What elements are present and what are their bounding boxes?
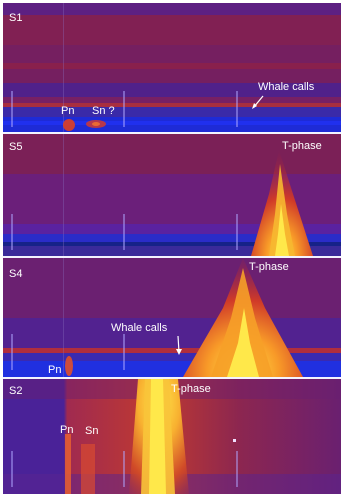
station-label-s4: S4	[9, 268, 23, 280]
spectrogram-panel-s5: S5 T-phase	[3, 134, 341, 256]
spectrogram-s5-image	[3, 134, 341, 256]
annotation-t-phase-s2: T-phase	[171, 383, 211, 395]
annotation-whale-calls-s4: Whale calls	[111, 322, 168, 334]
spectrogram-panel-s4: S4 T-phase Whale calls Pn	[3, 258, 341, 377]
spectrogram-panel-s1: S1 Pn Sn ? Whale calls	[3, 3, 341, 132]
annotation-whale-calls-s1: Whale calls	[258, 81, 315, 93]
panel-divider	[3, 132, 341, 134]
annotation-sn-s2: Sn	[85, 425, 99, 437]
spectrogram-s2-image	[3, 379, 341, 494]
station-label-s1: S1	[9, 12, 23, 24]
spectrogram-panel-s2: S2 T-phase Pn Sn	[3, 379, 341, 494]
annotation-t-phase-s5: T-phase	[282, 140, 322, 152]
station-label-s5: S5	[9, 141, 23, 153]
spectrogram-figure: S1 Pn Sn ? Whale calls	[3, 3, 341, 494]
annotation-sn-s1: Sn ?	[92, 105, 115, 117]
annotation-pn-s1: Pn	[61, 105, 75, 117]
annotation-pn-s2: Pn	[60, 424, 74, 436]
spectrogram-s4-image	[3, 258, 341, 377]
panel-divider	[3, 256, 341, 258]
station-label-s2: S2	[9, 385, 23, 397]
panel-divider	[3, 377, 341, 379]
spectrogram-s1-image	[3, 3, 341, 132]
annotation-t-phase-s4: T-phase	[249, 261, 289, 273]
annotation-pn-s4: Pn	[48, 364, 62, 376]
